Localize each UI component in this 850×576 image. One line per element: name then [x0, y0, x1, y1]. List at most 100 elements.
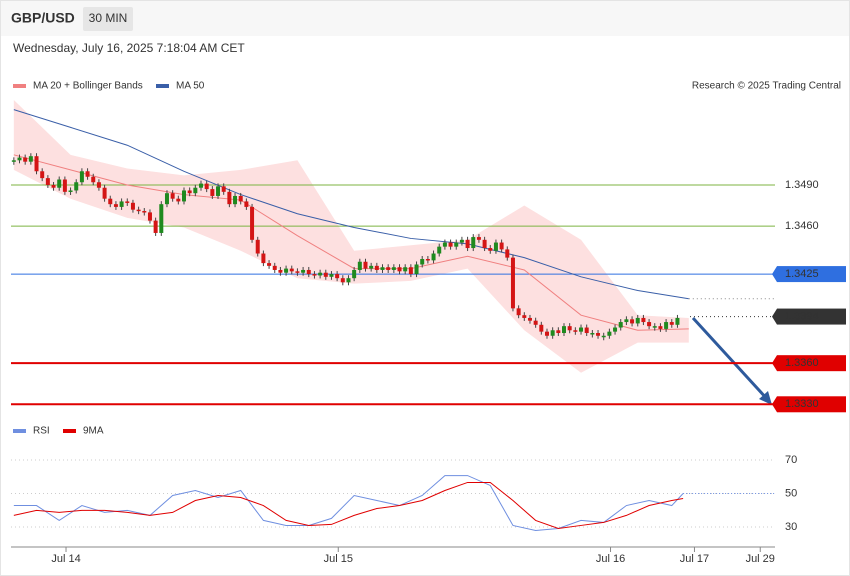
candle-body [562, 326, 567, 334]
legend-swatch [156, 84, 169, 88]
price-label: 1.3330 [785, 398, 819, 410]
candle-body [62, 179, 67, 192]
candle-body [318, 272, 323, 276]
candle-body [363, 261, 368, 269]
candle-body [51, 184, 56, 188]
price-label-box [777, 266, 846, 283]
candle-body [641, 317, 646, 323]
candle-body [505, 249, 510, 258]
candle-body [374, 265, 379, 270]
candle-body [187, 190, 192, 194]
x-tick-label: Jul 14 [51, 553, 80, 565]
candle-body [159, 204, 164, 233]
candle-body [102, 187, 107, 199]
candle-body [601, 335, 606, 338]
candle-body [386, 267, 391, 270]
candle-body [408, 267, 413, 275]
indicator-line [13, 475, 684, 531]
candle-body [221, 186, 226, 192]
candle-body [176, 198, 181, 202]
x-tick-label: Jul 16 [596, 553, 625, 565]
candle-body [142, 211, 147, 213]
candle-body [431, 253, 436, 261]
candle-body [199, 183, 204, 188]
candle-body [289, 268, 294, 272]
candle-body [312, 274, 317, 276]
candle-body [488, 248, 493, 251]
candle-body [267, 263, 272, 266]
candle-body [119, 201, 124, 207]
candle-body [335, 274, 340, 279]
candle-body [550, 330, 555, 336]
price-label: 1.3425 [785, 268, 819, 280]
candle-body [68, 190, 73, 192]
candle-body [510, 257, 515, 309]
candle-body [669, 322, 674, 325]
legend-label: 9MA [83, 426, 104, 437]
moving-average [13, 109, 689, 300]
legend-label: MA 50 [176, 81, 205, 92]
candle-body [108, 198, 113, 205]
candle-body [437, 246, 442, 254]
candle-body [652, 326, 657, 328]
legend-swatch [63, 429, 76, 433]
candle-body [579, 327, 584, 332]
interval[interactable]: 30 MIN [89, 11, 128, 25]
candle-body [414, 264, 419, 275]
legend-swatch [13, 429, 26, 433]
symbol: GBP/USD [11, 10, 75, 26]
candle-body [471, 237, 476, 249]
candle-body [17, 157, 22, 161]
candle-body [459, 239, 464, 243]
candle-body [170, 193, 175, 199]
candle-body [284, 268, 289, 273]
candle-body [613, 327, 618, 332]
top-bar [1, 1, 849, 36]
candle-body [91, 176, 96, 183]
candle-body [539, 324, 544, 332]
candle-body [425, 259, 430, 261]
candle-body [493, 242, 498, 251]
candle-body [210, 189, 215, 196]
candle-body [153, 220, 158, 233]
candle-body [397, 267, 402, 272]
candle-body [233, 195, 238, 205]
candle-body [255, 239, 260, 254]
price-label-box [777, 355, 846, 372]
candle-body [34, 156, 39, 172]
candle-body [544, 331, 549, 336]
candle-body [96, 182, 101, 188]
candle-body [164, 193, 169, 205]
candle-body [74, 182, 79, 191]
y-tick-label: 30 [785, 521, 797, 533]
candle-body [323, 272, 328, 277]
candle-body [113, 204, 118, 207]
candle-body [193, 187, 198, 194]
price-label-box [777, 396, 846, 413]
y-tick-label: 70 [785, 454, 797, 466]
candle-body [567, 326, 572, 331]
candle-body [590, 333, 595, 335]
candle-body [45, 178, 50, 185]
candle-body [465, 239, 470, 249]
forecast-arrow [691, 316, 770, 402]
candle-body [216, 186, 221, 196]
x-tick-label: Jul 17 [680, 553, 709, 565]
candle-body [380, 267, 385, 270]
candle-body [11, 160, 16, 162]
candle-body [442, 242, 447, 247]
candle-body [675, 317, 680, 325]
price-label: 1.3394 [785, 310, 819, 322]
interval-box[interactable] [83, 7, 133, 31]
candle-body [227, 191, 232, 205]
candle-body [250, 206, 255, 240]
candle-body [658, 326, 663, 329]
legend-swatch [13, 84, 26, 88]
candle-body [607, 331, 612, 336]
candle-body [476, 237, 481, 240]
price-label: 1.3490 [785, 179, 819, 191]
candle-body [596, 333, 601, 336]
credit: Research © 2025 Trading Central [692, 81, 841, 92]
candle-body [85, 171, 90, 177]
